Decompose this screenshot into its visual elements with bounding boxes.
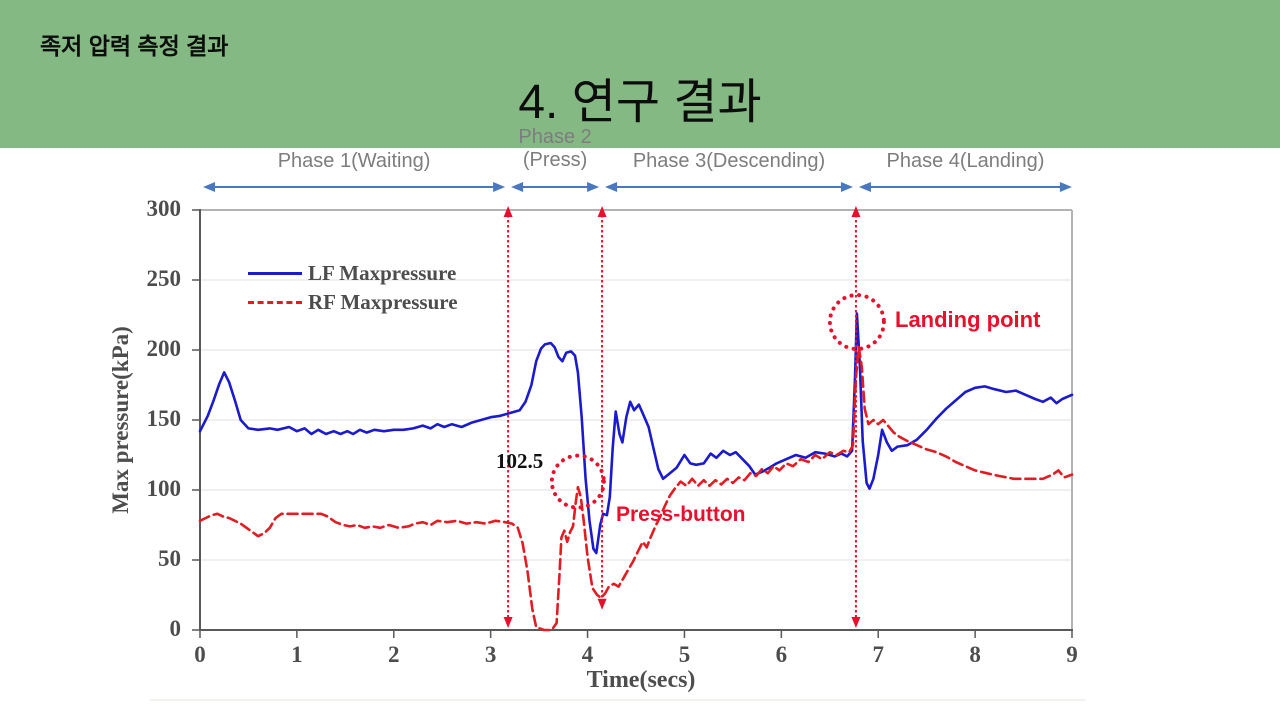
y-tick-label: 200 bbox=[146, 336, 182, 361]
legend-row-lf: LF Maxpressure bbox=[248, 259, 458, 288]
phase-label-text: Phase 3(Descending) bbox=[632, 150, 826, 172]
legend-row-rf: RF Maxpressure bbox=[248, 288, 458, 317]
slide-title: 4. 연구 결과 bbox=[518, 76, 762, 129]
y-tick-label: 0 bbox=[169, 616, 182, 641]
event-arrow-down-head bbox=[851, 617, 861, 628]
y-tick-label: 250 bbox=[146, 266, 182, 291]
x-tick-label: 4 bbox=[581, 642, 594, 667]
event-arrow-up-head bbox=[851, 206, 861, 217]
rf-pressure-line bbox=[198, 345, 1074, 632]
title-banner bbox=[0, 0, 1280, 148]
phase-arrow-right-head bbox=[840, 182, 853, 192]
phase-label-4: Phase 4(Landing) bbox=[886, 150, 1044, 173]
y-tick-label: 50 bbox=[158, 546, 181, 571]
legend-label-rf: RF Maxpressure bbox=[308, 290, 458, 314]
event-arrow-down-head bbox=[597, 598, 607, 610]
x-tick-label: 8 bbox=[969, 642, 981, 667]
y-tick-label: 300 bbox=[146, 196, 182, 221]
lf-line-sample-icon bbox=[248, 272, 302, 275]
phase-label-text: Phase 2 bbox=[518, 126, 592, 148]
x-tick-label: 6 bbox=[775, 642, 788, 667]
highlight-circle bbox=[549, 453, 606, 510]
legend-label-lf: LF Maxpressure bbox=[308, 261, 457, 285]
phase-arrow-left-head bbox=[605, 182, 618, 192]
highlight-circle bbox=[827, 293, 886, 351]
chart-legend: LF Maxpressure RF Maxpressure bbox=[248, 259, 458, 317]
y-tick-label: 150 bbox=[146, 406, 182, 431]
phase-arrow-right-head bbox=[493, 182, 506, 192]
phase-label-1: Phase 1(Waiting) bbox=[278, 150, 431, 173]
x-tick-label: 5 bbox=[678, 642, 691, 667]
phase-arrow-left-head bbox=[203, 182, 215, 192]
phase-label-2: Phase 2 (Press) bbox=[518, 126, 591, 172]
phase-arrow-right-head bbox=[587, 182, 600, 192]
event-arrow-up-head bbox=[597, 206, 607, 217]
event-arrow-up-head bbox=[503, 206, 513, 217]
slide-header-label: 족저 압력 측정 결과 bbox=[40, 33, 229, 59]
phase-arrow-left-head bbox=[511, 182, 524, 192]
x-tick-label: 7 bbox=[872, 642, 884, 667]
x-tick-label: 0 bbox=[194, 642, 206, 667]
event-arrow-down-head bbox=[503, 617, 513, 628]
phase-label-subtext: (Press) bbox=[522, 149, 588, 171]
phase-label-3: Phase 3(Descending) bbox=[633, 150, 825, 173]
y-tick-label: 100 bbox=[146, 476, 182, 501]
x-tick-label: 1 bbox=[291, 642, 303, 667]
annotation-landing-point: Landing point bbox=[895, 307, 1041, 332]
bottom-divider-line bbox=[150, 699, 1085, 701]
phase-arrow-right-head bbox=[1059, 182, 1072, 192]
phase-label-text: Phase 4(Landing) bbox=[886, 150, 1045, 172]
rf-line-sample-icon bbox=[248, 301, 302, 304]
annotation-value-102-5: 102.5 bbox=[496, 449, 544, 473]
phase-arrow-left-head bbox=[858, 182, 871, 192]
lf-pressure-line bbox=[198, 312, 1074, 555]
phase-label-text: Phase 1(Waiting) bbox=[277, 150, 431, 172]
x-tick-label: 2 bbox=[388, 642, 400, 667]
x-tick-label: 3 bbox=[484, 642, 497, 667]
annotation-press-button: Press-button bbox=[616, 503, 746, 526]
x-tick-label: 9 bbox=[1066, 642, 1078, 667]
x-axis-title: Time(secs) bbox=[586, 667, 696, 693]
